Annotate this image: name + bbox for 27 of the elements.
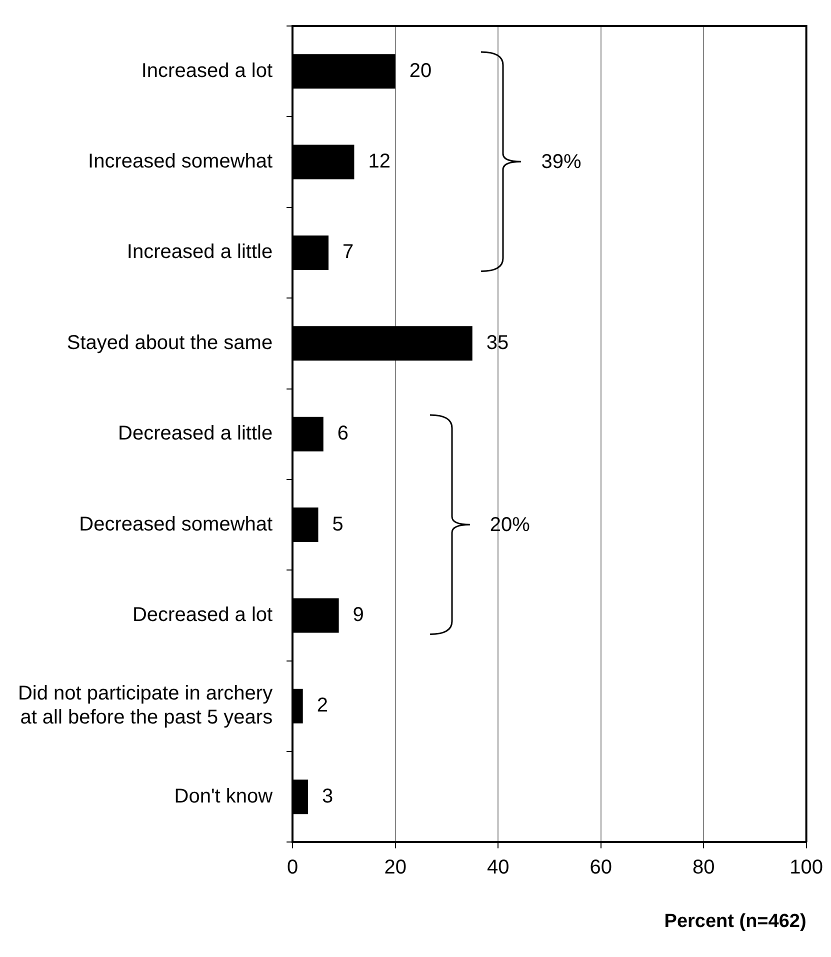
x-tick-label: 100 (790, 856, 824, 879)
y-tick-label: Decreased somewhat (79, 513, 274, 536)
x-tick-label: 60 (590, 856, 612, 879)
data-label: 20 (409, 60, 432, 82)
y-tick-label: Increased somewhat (88, 150, 274, 173)
y-tick-label: Stayed about the same (66, 332, 273, 354)
data-label: 3 (322, 785, 334, 808)
y-tick-label: Increased a little (126, 241, 273, 264)
data-label: 9 (352, 604, 364, 626)
data-label: 6 (337, 422, 349, 445)
x-axis-title: Percent (n=462) (664, 910, 806, 932)
data-label: 35 (486, 332, 509, 354)
y-tick-label: Did not participate in archery at all before the past 5 years (18, 682, 273, 729)
y-tick-label: Decreased a lot (132, 604, 274, 626)
data-label: 7 (342, 241, 354, 264)
x-tick-label: 0 (287, 856, 298, 879)
annotation: 20% (490, 512, 530, 537)
data-label: 2 (316, 694, 328, 717)
x-tick-label: 20 (384, 856, 406, 879)
data-label: 12 (368, 150, 390, 173)
data-label: 5 (332, 513, 344, 536)
y-tick-label: Don't know (174, 785, 274, 808)
x-tick-label: 80 (692, 856, 715, 879)
y-tick-label: Decreased a little (118, 422, 273, 445)
annotation: 39% (541, 150, 582, 174)
x-tick-label: 40 (486, 856, 510, 879)
y-tick-label: Increased a lot (141, 60, 273, 82)
